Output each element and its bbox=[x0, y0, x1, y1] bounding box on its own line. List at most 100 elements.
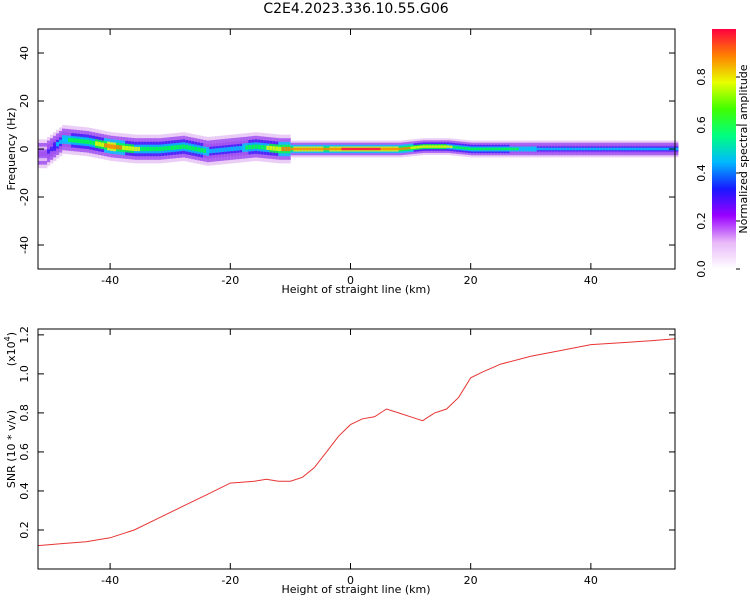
spectrogram-cell bbox=[56, 142, 60, 147]
spectrogram-cell bbox=[629, 147, 634, 151]
snr-y-tick-label: 1.2 bbox=[18, 326, 31, 344]
spectrogram-cell bbox=[158, 146, 162, 152]
spectrogram-cell bbox=[675, 147, 679, 151]
spectrogram-cell bbox=[587, 147, 592, 151]
spectrogram-cell bbox=[194, 146, 198, 152]
spectrogram-cell bbox=[275, 146, 279, 151]
colorbar-tick-label: 0.2 bbox=[695, 212, 708, 230]
spectrogram-cell bbox=[251, 144, 255, 150]
snr-plot-area bbox=[38, 329, 675, 569]
spectrogram-cell bbox=[596, 147, 601, 151]
spectrogram-cell bbox=[554, 147, 559, 151]
spectrogram-cell bbox=[122, 145, 126, 150]
colorbar-tick-label: 0.4 bbox=[695, 164, 708, 182]
spectrogram-cell bbox=[572, 147, 577, 151]
spectrogram-x-tick-label: 0 bbox=[347, 274, 354, 287]
spectrogram-cell bbox=[548, 147, 553, 151]
spectrogram-cell bbox=[467, 147, 472, 150]
spectrogram-cell bbox=[68, 137, 72, 143]
spectrogram-cell bbox=[65, 137, 69, 142]
spectrogram-cell bbox=[482, 147, 487, 151]
spectrogram-cell bbox=[203, 148, 207, 153]
spectrogram-cell bbox=[230, 146, 234, 152]
spectrogram-cell bbox=[263, 145, 267, 150]
spectrogram-y-axis-label: Frequency (Hz) bbox=[5, 108, 18, 191]
spectrogram-cell bbox=[128, 146, 132, 151]
spectrogram-cell bbox=[305, 147, 309, 151]
spectrogram-cell bbox=[152, 146, 156, 152]
spectrogram-y-tick-label: 40 bbox=[18, 46, 31, 60]
snr-x-axis-label: Height of straight line (km) bbox=[281, 583, 430, 596]
spectrogram-cell bbox=[299, 147, 303, 151]
spectrogram-cell bbox=[281, 146, 285, 152]
spectrogram-cell bbox=[539, 147, 544, 151]
spectrogram-cell bbox=[92, 140, 96, 146]
spectrogram-cell bbox=[317, 147, 321, 151]
spectrogram-cell bbox=[461, 146, 466, 150]
spectrogram-cell bbox=[578, 147, 583, 151]
snr-frame bbox=[37, 328, 676, 570]
spectrogram-cell bbox=[647, 147, 652, 151]
snr-y-tick-label: 0.8 bbox=[18, 404, 31, 422]
spectrogram-cell bbox=[119, 145, 123, 150]
spectrogram-cell bbox=[419, 145, 424, 149]
spectrogram-cell bbox=[356, 147, 360, 151]
spectrogram-cell bbox=[575, 147, 580, 151]
colorbar-gradient bbox=[712, 29, 736, 269]
spectrogram-cell bbox=[428, 145, 433, 148]
spectrogram-cell bbox=[41, 151, 45, 156]
spectrogram-cell bbox=[362, 147, 366, 151]
spectrogram-cell bbox=[50, 146, 54, 152]
spectrogram-cell bbox=[413, 146, 417, 149]
spectrogram-cell bbox=[131, 146, 135, 151]
spectrogram-cell bbox=[485, 147, 490, 151]
spectrogram-cell bbox=[389, 147, 393, 151]
spectrogram-cell bbox=[221, 147, 225, 153]
spectrogram-cell bbox=[401, 147, 405, 150]
snr-panel: -40 -20 0 20 40 0.2 0.4 0.6 0.8 1.0 1.2 Height of… bbox=[3, 326, 676, 596]
spectrogram-cell bbox=[53, 144, 57, 149]
spectrogram-cell bbox=[212, 148, 216, 153]
spectrogram-cell bbox=[611, 147, 616, 151]
spectrogram-y-tick-label: 20 bbox=[18, 94, 31, 108]
spectrogram-cell bbox=[215, 148, 219, 153]
spectrogram-cell bbox=[326, 147, 330, 151]
spectrogram-cell bbox=[365, 147, 369, 151]
spectrogram-cell bbox=[350, 147, 354, 151]
spectrogram-cell bbox=[86, 139, 90, 144]
spectrogram-cell bbox=[590, 147, 595, 151]
spectrogram-cell bbox=[98, 142, 102, 147]
snr-y-tick-label: 1.0 bbox=[18, 365, 31, 383]
spectrogram-y-axis: -40 -20 0 20 40 bbox=[18, 46, 675, 254]
spectrogram-cell bbox=[149, 146, 153, 152]
spectrogram-cell bbox=[311, 147, 315, 151]
snr-x-tick-label: -40 bbox=[101, 574, 119, 587]
spectrogram-cell bbox=[104, 143, 108, 148]
spectrogram-cell bbox=[218, 148, 222, 153]
spectrogram-cell bbox=[302, 147, 306, 151]
spectrogram-cell bbox=[473, 147, 478, 151]
spectrogram-cell bbox=[569, 147, 574, 151]
spectrogram-cell bbox=[284, 146, 288, 152]
spectrogram-cell bbox=[245, 145, 249, 150]
spectrogram-cell bbox=[452, 145, 457, 149]
spectrogram-cell bbox=[620, 147, 625, 151]
spectrogram-cell bbox=[143, 146, 147, 152]
colorbar-tick-label: 0.0 bbox=[695, 260, 708, 278]
spectrogram-cell bbox=[272, 146, 276, 151]
spectrogram-cell bbox=[248, 145, 252, 150]
spectrogram-cell bbox=[566, 147, 571, 151]
spectrogram-cell bbox=[656, 147, 661, 151]
spectrogram-cell bbox=[479, 147, 484, 151]
spectrogram-cell bbox=[386, 147, 390, 151]
spectrogram-cell bbox=[182, 144, 186, 149]
spectrogram-y-tick-label: -20 bbox=[18, 188, 31, 206]
spectrogram-cell bbox=[269, 145, 273, 151]
spectrogram-cell bbox=[278, 146, 282, 152]
spectrogram-cell bbox=[107, 143, 111, 149]
spectrogram-cell bbox=[398, 147, 402, 151]
spectrogram-cell bbox=[185, 145, 189, 150]
spectrogram-cell bbox=[314, 147, 318, 151]
spectrogram-cell bbox=[518, 147, 523, 151]
spectrogram-cell bbox=[623, 147, 628, 151]
